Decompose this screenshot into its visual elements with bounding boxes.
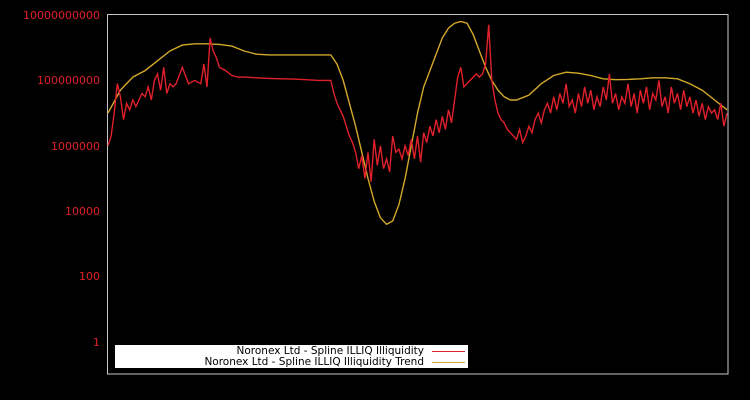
y-tick-label: 10000: [65, 205, 100, 218]
y-tick-label: 10000000000: [23, 9, 100, 22]
y-tick-label: 1: [93, 336, 100, 349]
series-trend-line: [107, 20, 728, 226]
legend-swatch-gold: [432, 361, 465, 363]
legend-item-trend: Noronex Ltd - Spline ILLIQ Illiquidity T…: [204, 356, 468, 368]
plot-frame: [107, 14, 729, 375]
legend-swatch-red: [432, 350, 465, 352]
y-tick-label: 100000000: [37, 74, 100, 87]
legend: Noronex Ltd - Spline ILLIQ Illiquidity N…: [115, 345, 468, 368]
legend-item-illiquidity: Noronex Ltd - Spline ILLIQ Illiquidity: [237, 345, 468, 357]
y-tick-label: 100: [79, 270, 100, 283]
legend-label: Noronex Ltd - Spline ILLIQ Illiquidity T…: [204, 356, 424, 368]
series-illiquidity-line: [107, 24, 728, 182]
y-tick-label: 1000000: [51, 140, 100, 153]
legend-label: Noronex Ltd - Spline ILLIQ Illiquidity: [236, 345, 424, 357]
